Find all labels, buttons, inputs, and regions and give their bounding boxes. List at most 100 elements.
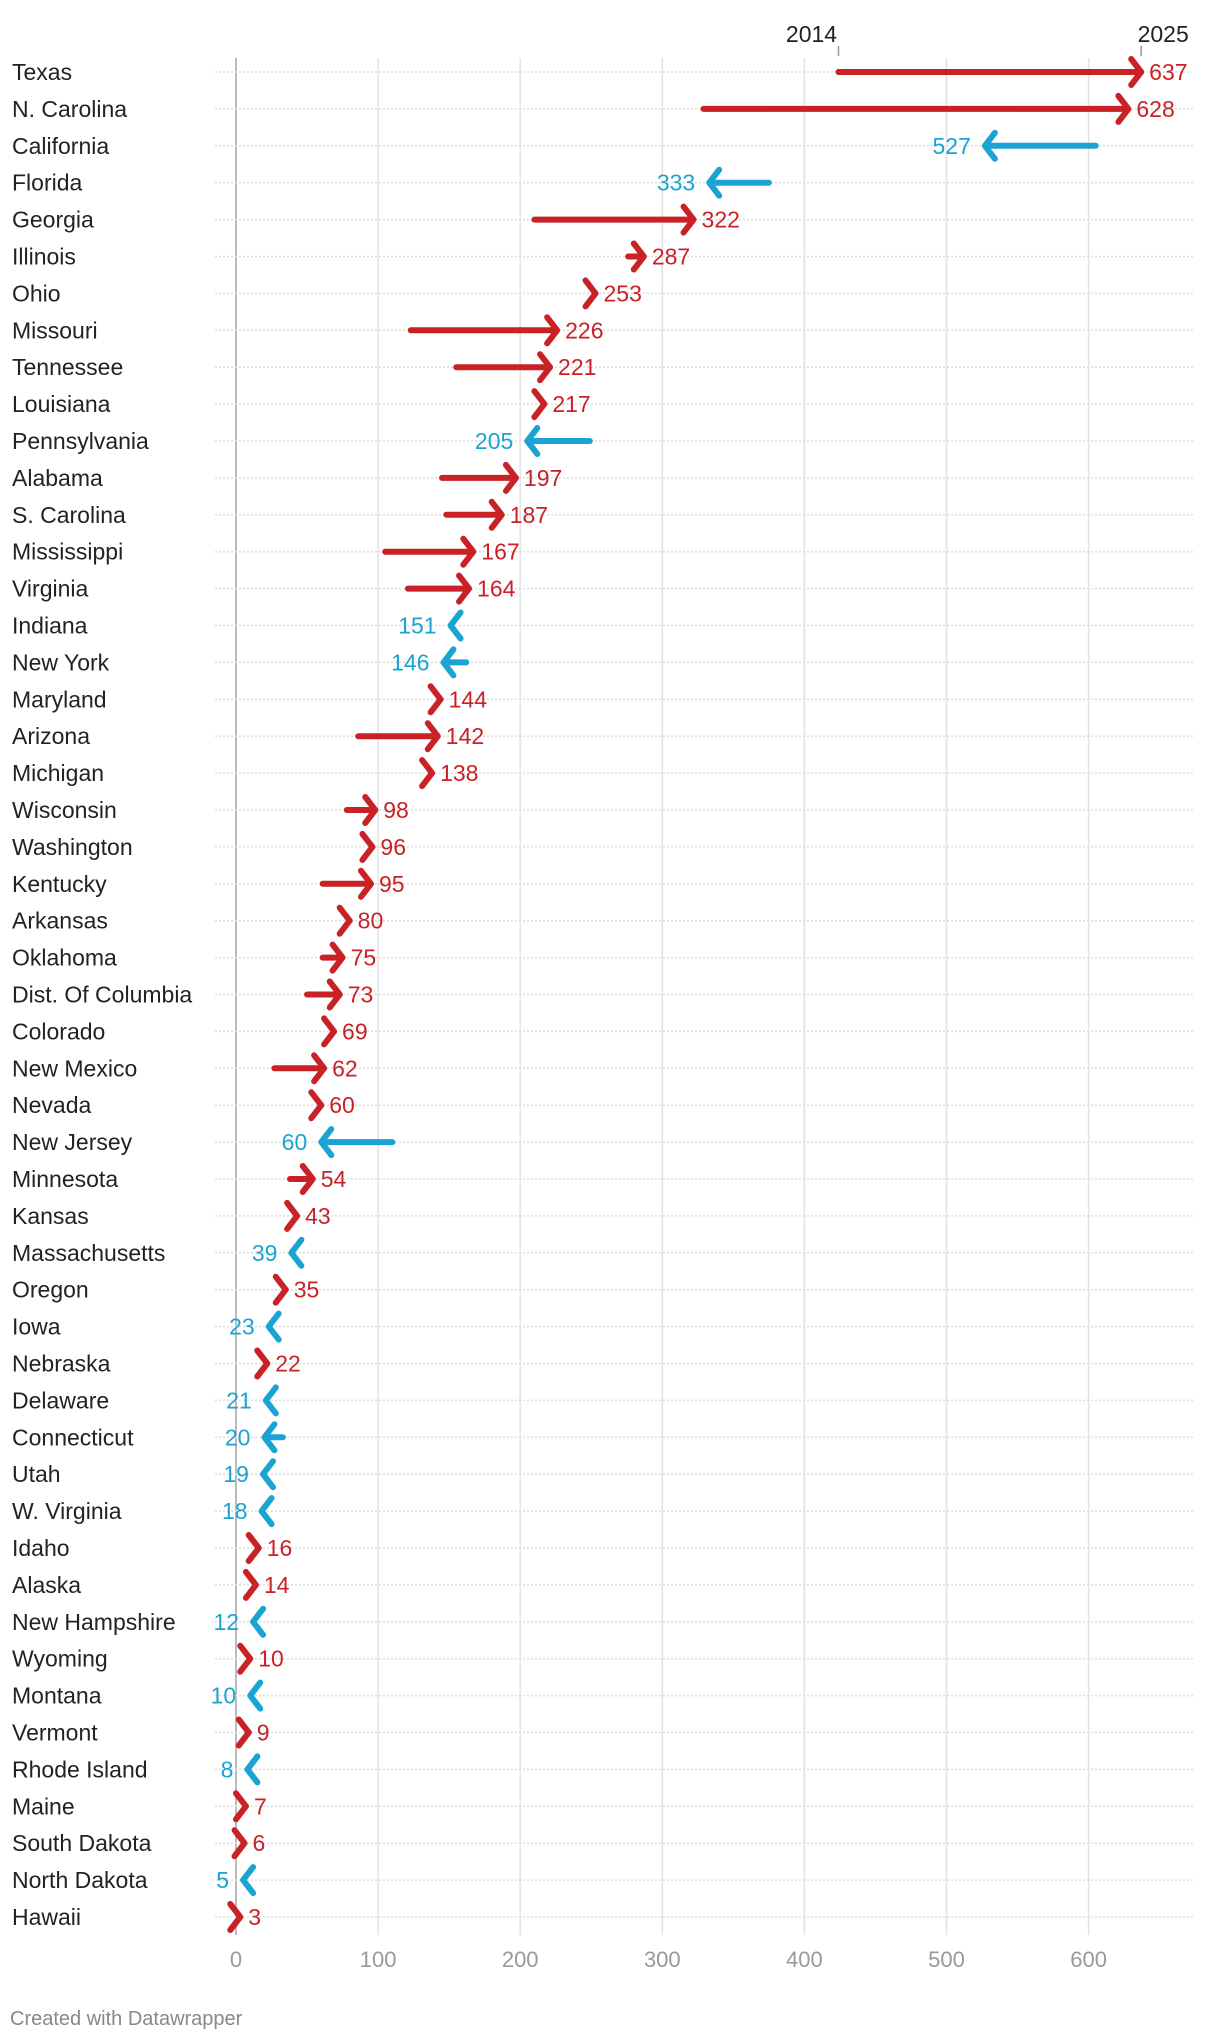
row-label: Iowa — [12, 1314, 61, 1340]
row-label: Nevada — [12, 1092, 91, 1118]
row-label: Colorado — [12, 1018, 105, 1044]
value-label: 5 — [216, 1867, 229, 1893]
row-label: Delaware — [12, 1387, 109, 1413]
x-tick-label: 500 — [928, 1947, 965, 1972]
value-label: 9 — [257, 1720, 270, 1746]
arrow-head — [235, 1716, 252, 1749]
arrow-head — [227, 1901, 244, 1933]
row-label: Georgia — [12, 207, 94, 233]
value-label: 23 — [229, 1314, 255, 1340]
row-label: North Dakota — [12, 1867, 148, 1893]
arrow-head — [311, 1052, 328, 1085]
arrow-head — [242, 1568, 259, 1601]
value-label: 144 — [449, 686, 488, 712]
arrow-head — [265, 1310, 282, 1343]
value-label: 628 — [1136, 96, 1174, 122]
footer-credit[interactable]: Created with Datawrapper — [10, 2008, 243, 2030]
row-label: Idaho — [12, 1535, 70, 1561]
arrow-head — [680, 203, 697, 236]
value-label: 287 — [652, 244, 690, 270]
value-label: 60 — [282, 1129, 308, 1155]
x-tick-label: 400 — [786, 1947, 823, 1972]
value-label: 69 — [342, 1018, 368, 1044]
row-label: Utah — [12, 1461, 61, 1487]
row-label: Rhode Island — [12, 1756, 148, 1782]
row-label: Kansas — [12, 1203, 89, 1229]
value-label: 197 — [524, 465, 562, 491]
row-label: Hawaii — [12, 1904, 81, 1930]
value-label: 73 — [348, 982, 374, 1008]
row-label: Alabama — [12, 465, 103, 491]
value-label: 527 — [932, 133, 970, 159]
row-label: Wisconsin — [12, 797, 117, 823]
arrow-head — [460, 535, 477, 568]
arrow-head — [706, 166, 723, 199]
arrow-head — [247, 1679, 264, 1712]
arrow-head — [244, 1753, 261, 1786]
arrow-head — [258, 1495, 275, 1528]
value-label: 151 — [398, 613, 436, 639]
arrow-head — [630, 240, 647, 273]
row-label: Mississippi — [12, 539, 123, 565]
row-label: W. Virginia — [12, 1498, 122, 1524]
row-label: Montana — [12, 1683, 102, 1709]
row-label: Minnesota — [12, 1166, 118, 1192]
arrow-head — [427, 683, 444, 716]
row-label: Connecticut — [12, 1424, 134, 1450]
row-label: Nebraska — [12, 1351, 111, 1377]
value-label: 187 — [510, 502, 548, 528]
value-label: 18 — [222, 1498, 248, 1524]
row-label: Vermont — [12, 1720, 98, 1746]
row-label: California — [12, 133, 109, 159]
arrow-head — [1128, 56, 1145, 88]
arrow-head — [524, 425, 541, 457]
row-label: South Dakota — [12, 1830, 152, 1856]
value-label: 19 — [223, 1461, 249, 1487]
arrow-head — [318, 1126, 335, 1159]
value-label: 98 — [383, 797, 409, 823]
row-label: Florida — [12, 170, 83, 196]
arrow-head — [326, 978, 343, 1011]
row-label: Arizona — [12, 723, 90, 749]
value-label: 10 — [258, 1646, 284, 1672]
value-label: 80 — [358, 908, 384, 934]
arrow-head — [237, 1642, 254, 1675]
x-tick-label: 600 — [1070, 1947, 1107, 1972]
arrow-head — [232, 1790, 249, 1823]
row-label: Tennessee — [12, 354, 123, 380]
row-label: Ohio — [12, 280, 61, 306]
row-label: Oregon — [12, 1277, 89, 1303]
arrow-head — [456, 572, 473, 605]
value-label: 75 — [351, 945, 377, 971]
value-label: 95 — [379, 871, 405, 897]
value-label: 3 — [248, 1904, 261, 1930]
arrow-head — [531, 388, 548, 421]
start-year-label: 2014 — [786, 21, 837, 47]
value-label: 146 — [391, 649, 429, 675]
arrow-head — [336, 904, 353, 937]
row-label: Alaska — [12, 1572, 81, 1598]
row-label: Texas — [12, 59, 72, 85]
value-label: 253 — [604, 280, 642, 306]
arrow-head — [254, 1347, 271, 1380]
arrow-head — [259, 1458, 276, 1491]
arrow-head — [440, 646, 457, 679]
row-label: Massachusetts — [12, 1240, 165, 1266]
arrow-head — [359, 830, 376, 863]
arrow-head — [245, 1532, 262, 1564]
value-label: 21 — [226, 1387, 252, 1413]
value-label: 20 — [225, 1424, 251, 1450]
row-label: Illinois — [12, 244, 76, 270]
arrow-head — [1115, 92, 1132, 125]
arrow-head — [299, 1163, 316, 1195]
arrow-head — [424, 720, 441, 753]
arrow-head — [261, 1421, 278, 1454]
arrow-head — [582, 277, 599, 310]
arrow-head — [544, 314, 561, 347]
row-label: Michigan — [12, 760, 104, 786]
arrow-head — [488, 498, 505, 531]
row-label: New Hampshire — [12, 1609, 176, 1635]
x-tick-label: 300 — [644, 1947, 681, 1972]
arrow-head — [240, 1864, 257, 1897]
